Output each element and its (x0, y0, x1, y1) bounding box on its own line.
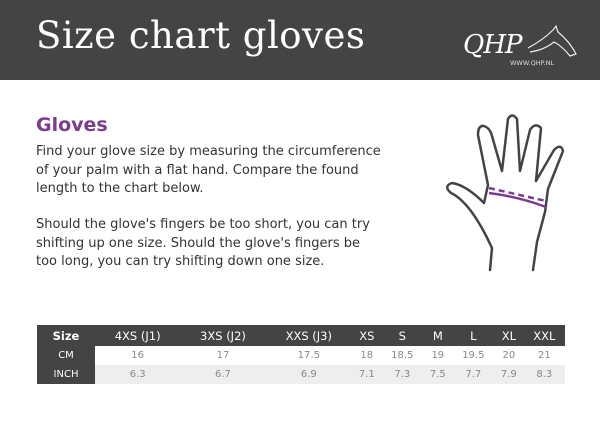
section-heading: Gloves (36, 114, 108, 136)
column-header: M (423, 325, 453, 346)
text-line: too long, you can try shifting down one … (36, 254, 325, 269)
column-header: XS (351, 325, 382, 346)
text-line: shifting up one size. Should the glove's… (36, 235, 361, 251)
table-cell: 6.9 (265, 365, 352, 384)
table-cell: 7.5 (423, 365, 453, 384)
table-cell: 17.5 (265, 346, 352, 365)
table-cell: 8.3 (523, 365, 565, 384)
table-cell: 7.7 (452, 365, 495, 384)
table-cell: 20 (494, 346, 524, 365)
column-header: 3XS (J2) (180, 325, 266, 346)
logo-url: WWW.QHP.NL (510, 59, 555, 67)
table-cell: 6.7 (180, 365, 266, 384)
table-cell: 19 (423, 346, 453, 365)
text-line: of your palm with a flat hand. Compare t… (36, 162, 359, 178)
table-cell: 6.3 (95, 365, 181, 384)
table-cell: 7.3 (381, 365, 424, 384)
text-line: Find your glove size by measuring the ci… (36, 144, 381, 159)
instructions-paragraph: Find your glove size by measuring the ci… (36, 143, 416, 199)
horse-head-icon (527, 24, 577, 57)
size-chart-table: Size 4XS (J1) 3XS (J2) XXS (J3) XS S M L… (37, 325, 565, 384)
table-cell: 7.9 (494, 365, 524, 384)
table-header-row: Size 4XS (J1) 3XS (J2) XXS (J3) XS S M L… (37, 325, 565, 346)
table-cell: 7.1 (351, 365, 382, 384)
column-header: L (452, 325, 495, 346)
table-cell: 16 (95, 346, 181, 365)
row-label: INCH (37, 365, 95, 384)
table-row: CM 16 17 17.5 18 18.5 19 19.5 20 21 (37, 346, 565, 365)
column-header: S (381, 325, 424, 346)
table-row: INCH 6.3 6.7 6.9 7.1 7.3 7.5 7.7 7.9 8.3 (37, 365, 565, 384)
table-cell: 19.5 (452, 346, 495, 365)
text-line: length to the chart below. (36, 181, 204, 196)
header-banner (0, 0, 600, 80)
column-header: XL (494, 325, 524, 346)
table-cell: 21 (523, 346, 565, 365)
table-cell: 17 (180, 346, 266, 365)
column-header: Size (37, 325, 95, 346)
table-cell: 18 (351, 346, 382, 365)
row-label: CM (37, 346, 95, 365)
text-line: Should the glove's fingers be too short,… (36, 217, 370, 232)
tip-paragraph: Should the glove's fingers be too short,… (36, 216, 416, 272)
table-cell: 18.5 (381, 346, 424, 365)
page-title: Size chart gloves (36, 14, 366, 57)
column-header: 4XS (J1) (95, 325, 181, 346)
brand-logo: QHP (463, 30, 522, 60)
column-header: XXS (J3) (265, 325, 352, 346)
column-header: XXL (523, 325, 565, 346)
